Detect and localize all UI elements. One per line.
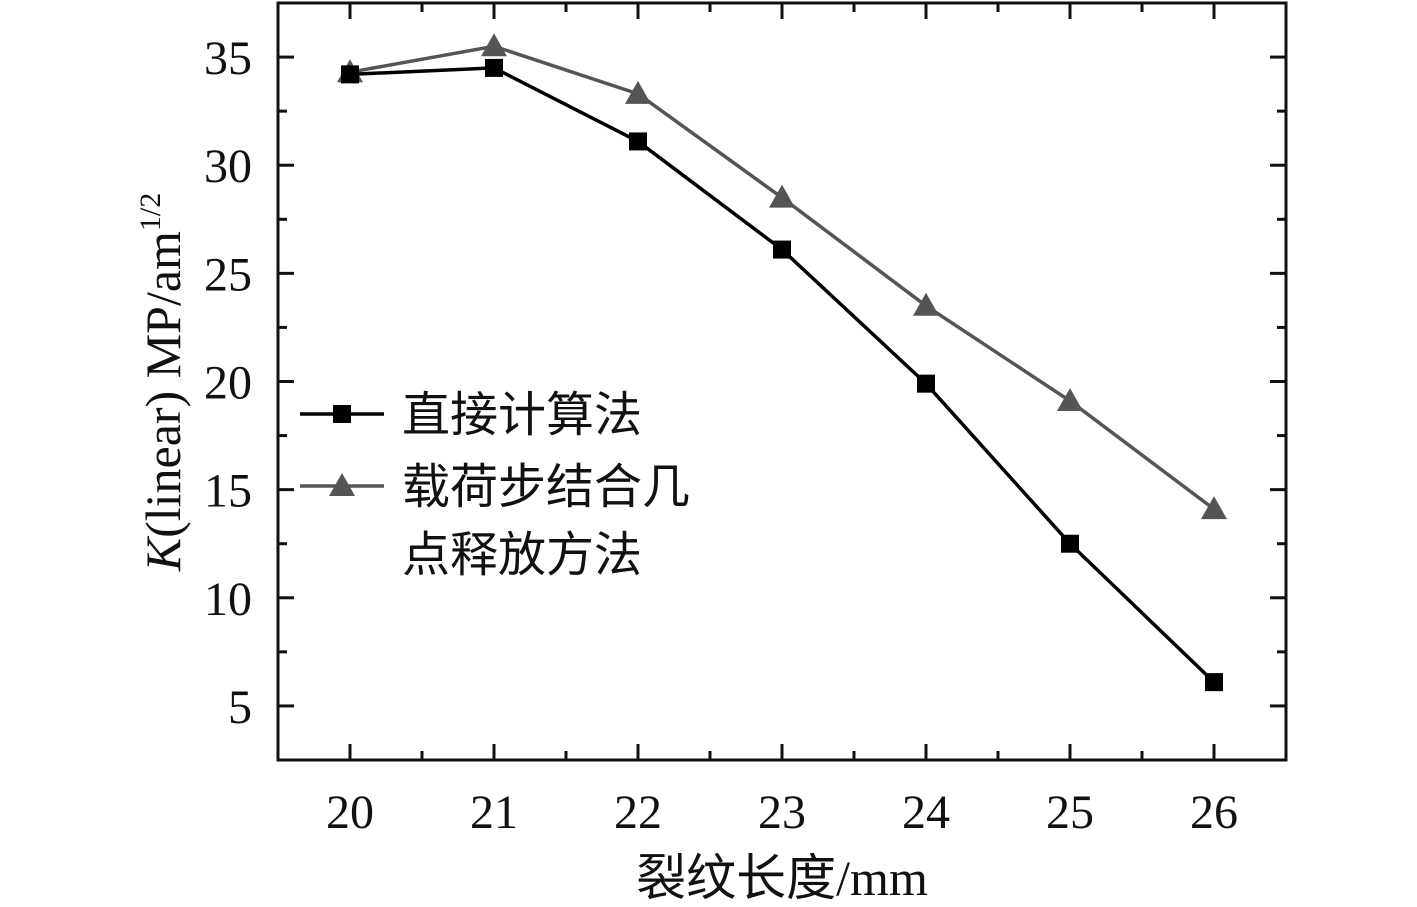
y-tick-label: 20 <box>204 357 252 410</box>
y-tick-label: 5 <box>228 681 252 734</box>
x-tick-labels: 20 21 22 23 24 25 26 <box>326 786 1238 839</box>
x-axis-label: 裂纹长度/mm <box>636 850 928 906</box>
data-point-square <box>1205 673 1223 692</box>
y-axis-label: K(linear) MP/am1/2 <box>134 193 191 573</box>
x-tick-label: 20 <box>326 786 374 839</box>
data-point-triangle <box>481 33 507 57</box>
legend-label: 直接计算法 <box>402 389 642 442</box>
y-axis-label-text: (linear) MP/am <box>135 231 191 538</box>
x-tick-label: 26 <box>1190 786 1238 839</box>
y-tick-label: 25 <box>204 248 252 301</box>
series-lines <box>349 44 1216 684</box>
axis-ticks <box>278 3 1286 760</box>
data-point-triangle <box>769 184 795 208</box>
data-point-triangle <box>1057 387 1083 411</box>
data-point-square <box>1061 534 1079 553</box>
data-point-triangle <box>913 292 939 316</box>
legend-marker-triangle <box>329 473 355 496</box>
x-tick-label: 23 <box>758 786 806 839</box>
x-tick-label: 24 <box>902 786 950 839</box>
series-markers <box>337 33 1227 692</box>
y-tick-label: 15 <box>204 465 252 518</box>
plot-frame <box>276 1 1288 762</box>
y-axis-label-superscript: 1/2 <box>134 193 167 231</box>
legend-marker-square <box>333 405 351 423</box>
y-tick-label: 30 <box>204 140 252 193</box>
data-point-square <box>773 240 791 259</box>
data-point-triangle <box>625 80 651 104</box>
data-point-triangle <box>1201 496 1227 520</box>
data-point-square <box>341 65 359 84</box>
y-tick-label: 10 <box>204 573 252 626</box>
y-tick-label: 35 <box>204 32 252 85</box>
y-tick-labels: 5 10 15 20 25 30 35 <box>204 32 252 734</box>
data-point-square <box>917 374 935 393</box>
x-tick-label: 21 <box>470 786 518 839</box>
data-point-square <box>485 58 503 77</box>
legend-label: 点释放方法 <box>402 529 642 582</box>
data-point-square <box>629 132 647 151</box>
x-tick-label: 22 <box>614 786 662 839</box>
y-axis-label-italic: K <box>135 535 191 572</box>
x-tick-label: 25 <box>1046 786 1094 839</box>
series-line <box>349 66 1216 684</box>
legend-label: 载荷步结合几 <box>402 461 690 514</box>
